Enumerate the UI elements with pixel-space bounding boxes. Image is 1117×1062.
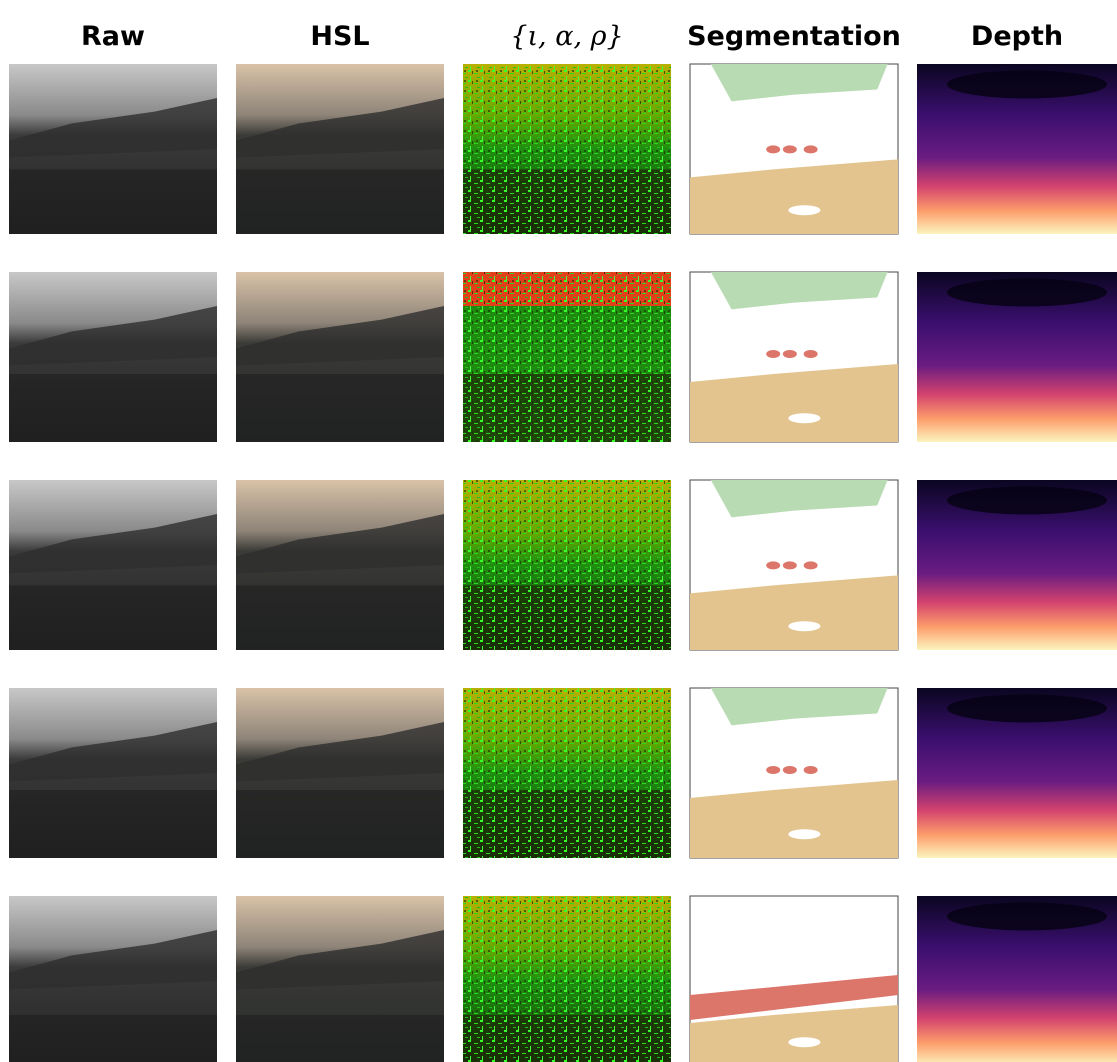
depth-dark [947, 70, 1107, 98]
image-cell [690, 480, 898, 650]
column-header: {ι, α, ρ} [510, 21, 623, 52]
car-region [766, 561, 780, 569]
road [236, 169, 444, 234]
encoding-noise [463, 272, 671, 442]
car-region [783, 350, 797, 358]
image-cell [463, 896, 671, 1062]
depth-dark [947, 902, 1107, 930]
column-header: Depth [971, 21, 1063, 52]
depth-dark [947, 694, 1107, 722]
road [236, 1015, 444, 1062]
image-cell [236, 272, 444, 442]
image-cell [463, 64, 671, 234]
image-cell [9, 272, 217, 442]
image-cell [9, 480, 217, 650]
column-headers: Raw HSL {ι, α, ρ} Segmentation Depth [81, 21, 1063, 52]
image-cell [917, 272, 1117, 442]
car-region [766, 350, 780, 358]
encoding-noise [463, 64, 671, 234]
image-cell [917, 64, 1117, 234]
image-cell [236, 64, 444, 234]
road [236, 585, 444, 650]
encoding-noise [463, 480, 671, 650]
image-cell [9, 688, 217, 858]
car-region [766, 145, 780, 153]
hole [788, 205, 820, 215]
car-region [783, 766, 797, 774]
road [9, 585, 217, 650]
depth-dark [947, 486, 1107, 514]
hole [788, 413, 820, 423]
encoding-noise [463, 896, 671, 1062]
image-cell [690, 272, 898, 442]
image-cell [917, 688, 1117, 858]
image-cell [236, 896, 444, 1062]
hole [788, 829, 820, 839]
car-region [783, 561, 797, 569]
car-region [804, 561, 818, 569]
column-header: HSL [310, 21, 369, 52]
image-grid [9, 64, 1117, 1062]
image-cell [9, 64, 217, 234]
road [9, 169, 217, 234]
road [9, 1015, 217, 1062]
road [236, 790, 444, 858]
image-cell [9, 896, 217, 1062]
image-cell [917, 896, 1117, 1062]
road [236, 374, 444, 442]
hole [788, 621, 820, 631]
car-region [804, 350, 818, 358]
road [9, 374, 217, 442]
car-region [804, 766, 818, 774]
car-region [804, 145, 818, 153]
encoding-noise [463, 688, 671, 858]
hole [788, 1037, 820, 1047]
image-cell [917, 480, 1117, 650]
image-cell [690, 688, 898, 858]
depth-dark [947, 278, 1107, 306]
image-cell [690, 64, 898, 234]
column-header: Raw [81, 21, 145, 52]
image-cell [690, 896, 898, 1062]
car-region [783, 145, 797, 153]
image-cell [463, 272, 671, 442]
figure: Raw HSL {ι, α, ρ} Segmentation Depth [0, 0, 1117, 1062]
column-header: Segmentation [687, 21, 901, 52]
road [9, 790, 217, 858]
image-cell [236, 480, 444, 650]
image-cell [463, 480, 671, 650]
image-cell [236, 688, 444, 858]
image-cell [463, 688, 671, 858]
car-region [766, 766, 780, 774]
